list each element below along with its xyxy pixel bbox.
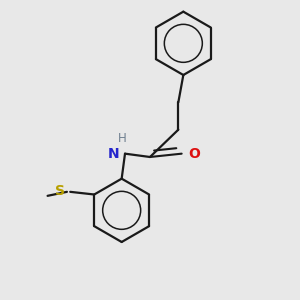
Text: H: H [118,132,127,145]
Text: N: N [107,147,119,161]
Text: O: O [188,147,200,161]
Text: S: S [55,184,65,198]
